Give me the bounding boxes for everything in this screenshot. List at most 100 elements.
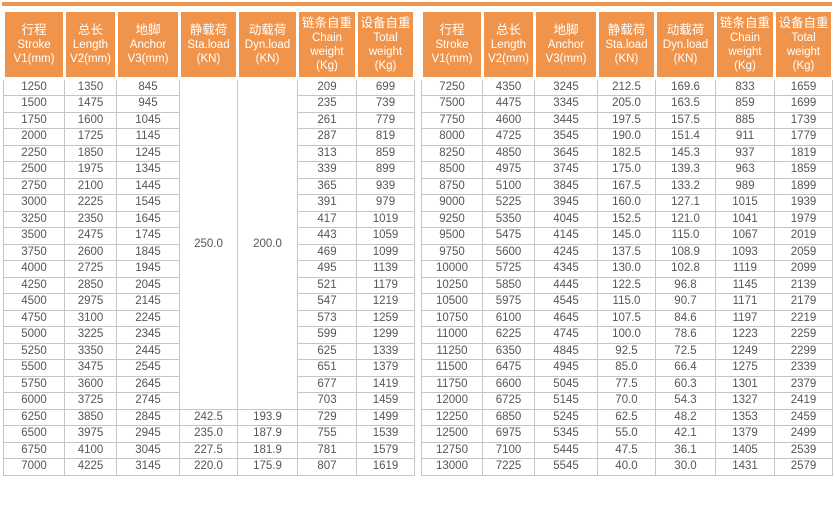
table-row: 12250 6850 5245 62.5 48.2 1353 2459 — [421, 408, 833, 426]
cell-length: 6100 — [482, 309, 535, 327]
cell-chain-weight: 729 — [297, 408, 357, 426]
cell-chain-weight: 807 — [297, 458, 357, 476]
cell-dyn-load: 102.8 — [655, 260, 716, 278]
cell-anchor: 5145 — [534, 392, 598, 410]
cell-dyn-load: 30.0 — [655, 458, 716, 476]
cell-length: 7100 — [482, 441, 535, 459]
cell-total-weight: 699 — [356, 78, 415, 96]
cell-chain-weight: 1405 — [715, 441, 775, 459]
cell-anchor: 3145 — [116, 458, 180, 476]
table-row: 4000 2725 1945 495 1139 — [3, 260, 415, 278]
cell-total-weight: 2259 — [774, 326, 833, 344]
column-header-line: Chain — [311, 32, 343, 44]
header-row: 行程 Stroke V1(mm) 总长 Length V2(mm) 地脚 Anchor V3(m… — [420, 9, 834, 80]
cell-length: 5975 — [482, 293, 535, 311]
cell-anchor: 5445 — [534, 441, 598, 459]
cell-dyn-load: 169.6 — [655, 78, 716, 96]
cell-length: 6975 — [482, 425, 535, 443]
table-row: 6500 3975 2945 235.0 187.9 755 1539 — [3, 425, 415, 443]
cell-anchor: 4045 — [534, 210, 598, 228]
cell-sta-load: 205.0 — [597, 95, 656, 113]
cell-total-weight: 1219 — [356, 293, 415, 311]
cell-chain-weight: 1041 — [715, 210, 775, 228]
cell-chain-weight: 313 — [297, 144, 357, 162]
cell-chain-weight: 599 — [297, 326, 357, 344]
spec-table-left: 行程 Stroke V1(mm) 总长 Length V2(mm) 地脚 Anchor V3(m… — [2, 9, 416, 476]
cell-total-weight: 2179 — [774, 293, 833, 311]
cell-sta-load: 85.0 — [597, 359, 656, 377]
column-header-line: 链条自重 — [301, 16, 352, 30]
table-row: 7500 4475 3345 205.0 163.5 859 1699 — [421, 95, 833, 113]
cell-stroke: 7000 — [3, 458, 65, 476]
table-row: 11500 6475 4945 85.0 66.4 1275 2339 — [421, 359, 833, 377]
cell-stroke: 3000 — [3, 194, 65, 212]
cell-dyn-load: 96.8 — [655, 276, 716, 294]
cell-length: 3850 — [64, 408, 117, 426]
cell-anchor: 2845 — [116, 408, 180, 426]
cell-sta-load: 47.5 — [597, 441, 656, 459]
cell-total-weight: 1699 — [774, 95, 833, 113]
cell-length: 2225 — [64, 194, 117, 212]
cell-sta-load: 182.5 — [597, 144, 656, 162]
cell-sta-load: 77.5 — [597, 375, 656, 393]
cell-length: 6725 — [482, 392, 535, 410]
cell-total-weight: 1979 — [774, 210, 833, 228]
column-header-line: 地脚 — [553, 23, 579, 37]
column-header-line: Anchor — [547, 39, 585, 51]
cell-chain-weight: 677 — [297, 375, 357, 393]
cell-anchor: 4945 — [534, 359, 598, 377]
cell-anchor: 2045 — [116, 276, 180, 294]
cell-stroke: 2250 — [3, 144, 65, 162]
cell-anchor: 1545 — [116, 194, 180, 212]
column-header-line: (KN) — [255, 53, 280, 65]
cell-stroke: 9500 — [421, 227, 483, 245]
cell-total-weight: 1579 — [356, 441, 415, 459]
cell-sta-load: 197.5 — [597, 111, 656, 129]
cell-anchor: 4645 — [534, 309, 598, 327]
cell-stroke: 5250 — [3, 342, 65, 360]
cell-total-weight: 1179 — [356, 276, 415, 294]
cell-stroke: 5750 — [3, 375, 65, 393]
cell-anchor: 945 — [116, 95, 180, 113]
cell-dyn-load: 54.3 — [655, 392, 716, 410]
cell-anchor: 1145 — [116, 128, 180, 146]
column-header-line: 动载荷 — [666, 23, 705, 37]
cell-length: 3725 — [64, 392, 117, 410]
cell-total-weight: 2339 — [774, 359, 833, 377]
cell-length: 6600 — [482, 375, 535, 393]
cell-anchor: 3345 — [534, 95, 598, 113]
cell-anchor: 1645 — [116, 210, 180, 228]
cell-anchor: 2645 — [116, 375, 180, 393]
cell-total-weight: 1819 — [774, 144, 833, 162]
cell-chain-weight: 1145 — [715, 276, 775, 294]
column-header-line: 设备自重 — [778, 16, 829, 30]
cell-length: 2350 — [64, 210, 117, 228]
cell-sta-load: 100.0 — [597, 326, 656, 344]
table-row: 8250 4850 3645 182.5 145.3 937 1819 — [421, 144, 833, 162]
top-accent-bar — [2, 2, 832, 6]
cell-stroke: 5000 — [3, 326, 65, 344]
cell-sta-load: 122.5 — [597, 276, 656, 294]
cell-length: 3475 — [64, 359, 117, 377]
cell-stroke: 4000 — [3, 260, 65, 278]
cell-total-weight: 979 — [356, 194, 415, 212]
column-header-total-weight: 设备自重 Total weight (Kg) — [355, 9, 416, 80]
cell-dyn-load: 115.0 — [655, 227, 716, 245]
column-header-line: 链条自重 — [719, 16, 770, 30]
cell-anchor: 1045 — [116, 111, 180, 129]
table-row: 9250 5350 4045 152.5 121.0 1041 1979 — [421, 210, 833, 228]
cell-chain-weight: 1327 — [715, 392, 775, 410]
cell-chain-weight: 365 — [297, 177, 357, 195]
cell-anchor: 5045 — [534, 375, 598, 393]
table-row: 8000 4725 3545 190.0 151.4 911 1779 — [421, 128, 833, 146]
column-header-line: Total — [373, 32, 398, 44]
cell-stroke: 11750 — [421, 375, 483, 393]
cell-chain-weight: 1431 — [715, 458, 775, 476]
cell-sta-load: 220.0 — [179, 458, 238, 476]
column-header-line: (KN) — [673, 53, 698, 65]
cell-length: 1475 — [64, 95, 117, 113]
column-header-length: 总长 Length V2(mm) — [481, 9, 536, 80]
cell-dyn-load: 145.3 — [655, 144, 716, 162]
cell-dyn-load: 175.9 — [237, 458, 298, 476]
cell-anchor: 845 — [116, 78, 180, 96]
